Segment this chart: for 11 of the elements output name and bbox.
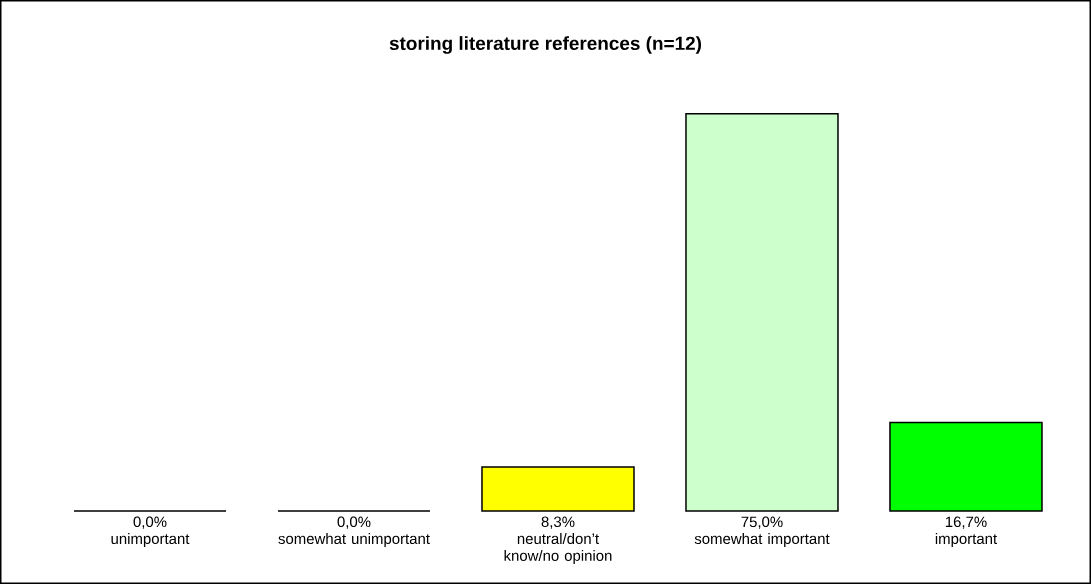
x-tick-label: neutral/don’t know/no opinion bbox=[504, 533, 612, 564]
x-tick-label: somewhat unimportant bbox=[278, 533, 430, 547]
data-label: 0,0% bbox=[133, 516, 167, 529]
data-label: 16,7% bbox=[945, 516, 987, 529]
data-label: 75,0% bbox=[741, 516, 783, 529]
chart-title: storing literature references (n=12) bbox=[389, 36, 702, 54]
data-label: 8,3% bbox=[541, 516, 575, 529]
x-tick-label: unimportant bbox=[111, 533, 190, 547]
x-tick-label: somewhat important bbox=[694, 533, 830, 547]
data-label: 0,0% bbox=[337, 516, 371, 529]
x-tick-label: important bbox=[935, 533, 998, 547]
